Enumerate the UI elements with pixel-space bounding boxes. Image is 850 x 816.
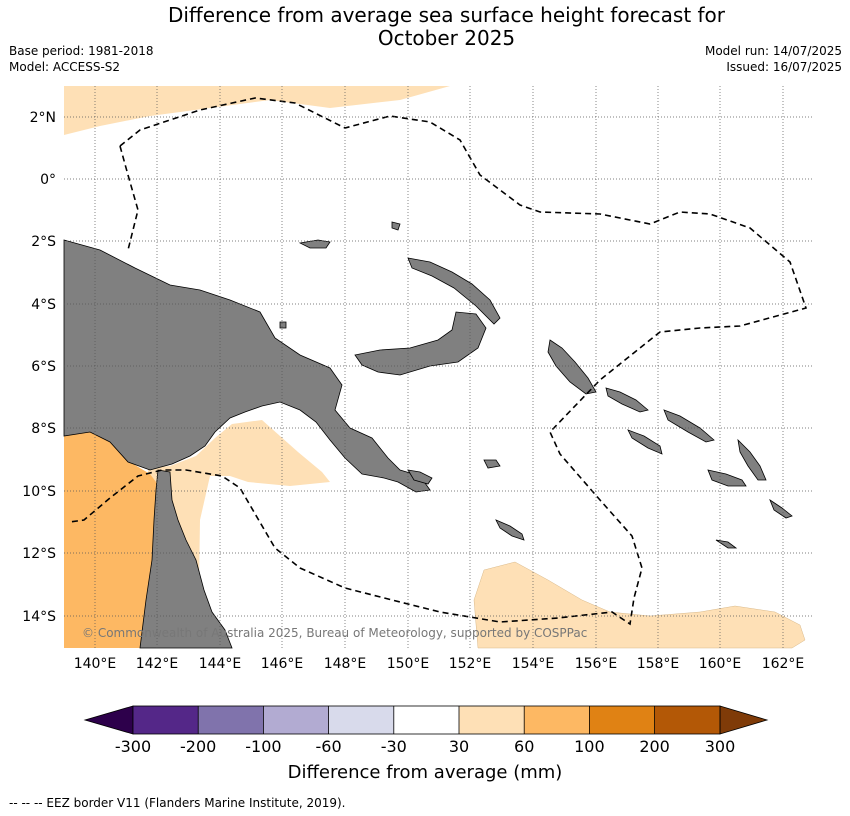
meta-right: Model run: 14/07/2025 Issued: 16/07/2025 xyxy=(705,43,842,75)
meta-left: Base period: 1981-2018 Model: ACCESS-S2 xyxy=(9,43,154,75)
chart-title: Difference from average sea surface heig… xyxy=(0,4,850,50)
land-new-ireland xyxy=(407,257,501,325)
x-tick-label: 152°E xyxy=(449,656,492,672)
eez-border-west xyxy=(119,145,139,251)
land-solomon-islands-5 xyxy=(707,469,747,487)
colorbar-swatch xyxy=(459,706,525,734)
copyright-text: © Commonwealth of Australia 2025, Bureau… xyxy=(82,626,587,640)
land-louisiade xyxy=(495,519,525,541)
land-cape-york xyxy=(139,469,233,649)
x-tick-label: 140°E xyxy=(74,656,117,672)
colorbar-dividers xyxy=(197,706,655,734)
land-bougainville xyxy=(547,339,597,395)
y-tick-label: 2°S xyxy=(31,234,56,250)
y-tick-label: 2°N xyxy=(30,110,56,126)
land-trobriand xyxy=(483,459,501,469)
colorbar-label: -300 xyxy=(115,737,151,756)
title-line-1: Difference from average sea surface heig… xyxy=(167,3,726,27)
x-tick-label: 146°E xyxy=(261,656,304,672)
x-tick-label: 156°E xyxy=(575,656,618,672)
colorbar-label: -60 xyxy=(316,737,342,756)
x-axis-labels: 140°E 142°E 144°E 146°E 148°E 150°E 152°… xyxy=(74,656,805,672)
title-line-2: October 2025 xyxy=(377,26,516,50)
land-new-britain xyxy=(354,311,487,376)
y-axis-labels: 2°N 0° 2°S 4°S 6°S 8°S 10°S 12°S 14°S xyxy=(22,110,56,625)
colorbar-labels: -300 -200 -100 -60 -30 30 60 100 200 300 xyxy=(115,737,735,756)
model-run: Model run: 14/07/2025 xyxy=(704,44,842,58)
x-tick-label: 158°E xyxy=(637,656,680,672)
base-period: Base period: 1981-2018 xyxy=(9,44,154,58)
graticule xyxy=(64,86,814,648)
colorbar-swatch xyxy=(263,706,329,734)
y-tick-label: 14°S xyxy=(22,609,56,625)
colorbar-label: 100 xyxy=(574,737,605,756)
land-solomon-islands-6 xyxy=(769,498,793,519)
land-rennell xyxy=(715,539,738,549)
colorbar-swatch xyxy=(524,706,590,734)
y-tick-label: 4°S xyxy=(31,297,56,313)
y-tick-label: 0° xyxy=(40,172,56,188)
colorbar-label: 300 xyxy=(705,737,736,756)
land-dentrecasteaux xyxy=(407,469,433,485)
land-island-a xyxy=(391,221,401,231)
y-tick-label: 10°S xyxy=(22,484,56,500)
anomaly-region-southwest xyxy=(64,428,162,648)
y-tick-label: 12°S xyxy=(22,546,56,562)
land-island-b xyxy=(279,321,287,329)
colorbar: -300 -200 -100 -60 -30 30 60 100 200 300… xyxy=(83,705,769,783)
issued-date: Issued: 16/07/2025 xyxy=(726,60,842,74)
y-tick-label: 8°S xyxy=(31,421,56,437)
colorbar-swatch xyxy=(654,706,720,734)
eez-border xyxy=(69,97,808,626)
colorbar-outline xyxy=(132,705,721,735)
colorbar-swatch xyxy=(589,706,655,734)
colorbar-extend-low xyxy=(83,705,134,735)
colorbar-label: 60 xyxy=(514,737,534,756)
land-solomon-islands-1 xyxy=(605,387,649,413)
x-tick-label: 148°E xyxy=(324,656,367,672)
x-tick-label: 144°E xyxy=(199,656,242,672)
land-solomon-islands-4 xyxy=(737,438,767,481)
x-tick-label: 142°E xyxy=(136,656,179,672)
eez-footnote: -- -- -- EEZ border V11 (Flanders Marine… xyxy=(9,796,346,810)
x-tick-label: 154°E xyxy=(512,656,555,672)
x-tick-label: 162°E xyxy=(762,656,805,672)
land-solomon-islands-2 xyxy=(663,409,715,443)
model-name: Model: ACCESS-S2 xyxy=(9,60,121,74)
colorbar-swatch xyxy=(393,706,459,734)
colorbar-label: 200 xyxy=(639,737,670,756)
land-solomon-islands-3 xyxy=(627,429,663,455)
colorbar-label: 30 xyxy=(449,737,469,756)
colorbar-swatch xyxy=(328,706,394,734)
colorbar-swatch xyxy=(133,706,199,734)
land-manus xyxy=(298,239,331,249)
colorbar-label: -200 xyxy=(180,737,216,756)
y-tick-label: 6°S xyxy=(31,359,56,375)
colorbar-caption: Difference from average (mm) xyxy=(288,762,563,783)
colorbar-extend-high xyxy=(719,705,769,735)
colorbar-label: -100 xyxy=(245,737,281,756)
x-tick-label: 150°E xyxy=(387,656,430,672)
anomaly-region-north xyxy=(64,86,450,135)
x-tick-label: 160°E xyxy=(699,656,742,672)
colorbar-label: -30 xyxy=(381,737,407,756)
colorbar-swatch xyxy=(198,706,264,734)
